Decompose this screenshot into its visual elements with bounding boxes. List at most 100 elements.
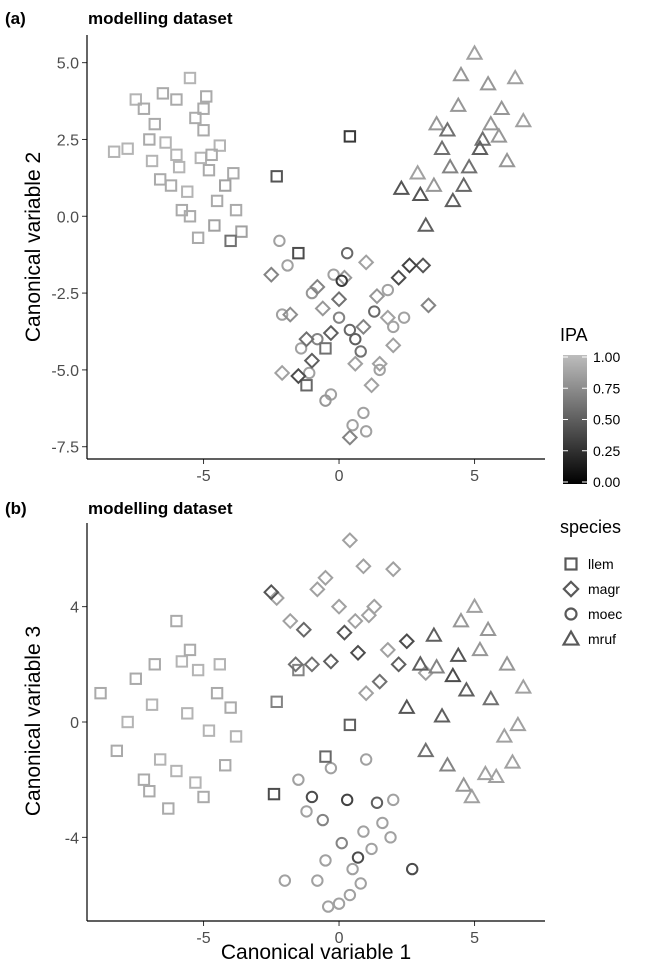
panel-a-point-llem bbox=[129, 93, 142, 106]
panel-a-y-tick-label: 0.0 bbox=[57, 209, 79, 226]
panel-b-point-magr bbox=[357, 684, 375, 702]
panel-a-point-llem bbox=[319, 342, 332, 355]
panel-b-point-magr bbox=[263, 584, 280, 601]
panel-a-point-moec bbox=[349, 332, 362, 346]
panel-b-tag: (b) bbox=[5, 499, 27, 518]
panel-b-point-llem bbox=[319, 750, 332, 763]
panel-b-point-llem bbox=[183, 643, 197, 657]
panel-a: (a) modelling dataset Canonical variable… bbox=[5, 9, 545, 485]
panel-a-point-mruf bbox=[417, 216, 435, 232]
panel-a-point-magr bbox=[314, 300, 331, 317]
panel-b-point-mruf bbox=[487, 767, 505, 784]
panel-b-point-llem bbox=[143, 785, 156, 798]
panel-b-point-magr bbox=[282, 612, 299, 630]
panel-a-point-llem bbox=[143, 133, 156, 146]
panel-b-point-mruf bbox=[425, 626, 443, 642]
panel-b-point-llem bbox=[153, 753, 167, 766]
ipa-legend: IPA 1.00 0.75 0.50 0.25 0.00 bbox=[560, 325, 620, 490]
panel-b-point-moec bbox=[387, 793, 400, 807]
panel-b-point-mruf bbox=[449, 646, 468, 662]
panel-a-tag: (a) bbox=[5, 9, 26, 28]
panel-b-point-mruf bbox=[438, 756, 457, 772]
panel-b-point-moec bbox=[384, 831, 397, 844]
panel-a-point-magr bbox=[347, 355, 364, 372]
panel-b-x-axis-title: Canonical variable 1 bbox=[221, 941, 411, 964]
panel-b-point-magr bbox=[303, 656, 321, 673]
panel-a-point-moec bbox=[319, 394, 332, 407]
panel-a-point-magr bbox=[390, 269, 407, 286]
panel-b-point-magr bbox=[390, 656, 407, 673]
panel-a-point-mruf bbox=[441, 158, 459, 174]
species-legend-key-mruf bbox=[561, 629, 581, 646]
panel-a-point-llem bbox=[224, 234, 237, 248]
panel-b-point-llem bbox=[175, 655, 189, 668]
panel-b-point-mruf bbox=[509, 715, 527, 732]
panel-a-point-llem bbox=[194, 151, 208, 165]
panel-a-point-mruf bbox=[425, 176, 443, 192]
panel-a-point-magr bbox=[401, 257, 418, 274]
species-legend-label: mruf bbox=[588, 631, 616, 647]
panel-a-point-magr bbox=[263, 266, 280, 283]
panel-b-point-mruf bbox=[427, 658, 446, 674]
panel-a-point-moec bbox=[387, 320, 400, 334]
panel-b-point-magr bbox=[355, 558, 372, 575]
panel-b-point-llem bbox=[170, 614, 183, 628]
panel-a-points bbox=[107, 44, 533, 446]
panel-a-point-moec bbox=[340, 246, 354, 260]
panel-a-point-moec bbox=[281, 259, 294, 272]
panel-b-point-magr bbox=[295, 621, 312, 638]
panel-b-point-magr bbox=[349, 644, 367, 661]
panel-b-point-moec bbox=[292, 773, 305, 786]
panel-a-y-tick-label: 5.0 bbox=[57, 56, 79, 73]
ipa-tick-label: 0.00 bbox=[593, 474, 620, 490]
panel-b-y-tick-label: 0 bbox=[70, 715, 79, 732]
panel-b-y-tick-label: -4 bbox=[65, 830, 79, 847]
panel-b-point-llem bbox=[181, 707, 194, 720]
panel-b-point-moec bbox=[319, 854, 332, 867]
panel-b-point-magr bbox=[385, 560, 402, 578]
panel-a-point-moec bbox=[343, 323, 357, 337]
panel-b-point-llem bbox=[121, 715, 134, 729]
panel-b-point-moec bbox=[311, 874, 324, 887]
panel-b: (b) modelling dataset Canonical variable… bbox=[5, 499, 545, 964]
panel-b-point-llem bbox=[292, 663, 305, 677]
panel-a-point-magr bbox=[341, 429, 359, 446]
panel-a-point-llem bbox=[164, 179, 178, 192]
panel-a-point-llem bbox=[197, 102, 210, 115]
ipa-legend-title: IPA bbox=[560, 325, 588, 345]
panel-a-point-llem bbox=[189, 111, 202, 125]
panel-b-point-mruf bbox=[479, 620, 497, 636]
panel-b-point-moec bbox=[346, 862, 359, 876]
panel-a-point-magr bbox=[303, 352, 321, 369]
panel-a-point-moec bbox=[357, 406, 370, 420]
panel-a-point-mruf bbox=[498, 151, 516, 168]
panel-a-point-mruf bbox=[514, 111, 533, 128]
panel-a-point-mruf bbox=[506, 68, 524, 85]
panel-b-point-magr bbox=[379, 641, 396, 659]
panel-b-point-moec bbox=[357, 825, 370, 838]
panel-a-point-llem bbox=[300, 379, 313, 392]
panel-b-point-magr bbox=[366, 598, 383, 615]
panel-b-point-llem bbox=[270, 695, 283, 709]
panel-a-x-tick-label: -5 bbox=[196, 468, 210, 485]
panel-a-point-llem bbox=[121, 142, 134, 155]
panel-a-point-moec bbox=[327, 268, 340, 281]
panel-b-point-magr bbox=[330, 598, 348, 615]
panel-b-point-mruf bbox=[476, 764, 495, 781]
panel-a-point-llem bbox=[107, 145, 121, 158]
panel-b-point-llem bbox=[219, 759, 232, 772]
panel-a-title: modelling dataset bbox=[88, 9, 233, 28]
panel-b-point-llem bbox=[137, 773, 151, 786]
panel-a-point-mruf bbox=[438, 121, 457, 137]
panel-b-point-mruf bbox=[465, 597, 484, 613]
panel-a-point-mruf bbox=[433, 139, 451, 155]
panel-a-point-magr bbox=[330, 291, 348, 308]
panel-b-point-moec bbox=[324, 761, 338, 775]
panel-a-y-tick-label: 2.5 bbox=[57, 132, 79, 149]
panel-b-point-llem bbox=[189, 776, 202, 789]
panel-a-point-llem bbox=[170, 93, 183, 106]
panel-a-x-tick-label: 0 bbox=[335, 468, 344, 485]
panel-a-y-axis-title: Canonical variable 2 bbox=[22, 152, 45, 342]
panel-b-point-llem bbox=[94, 686, 107, 700]
